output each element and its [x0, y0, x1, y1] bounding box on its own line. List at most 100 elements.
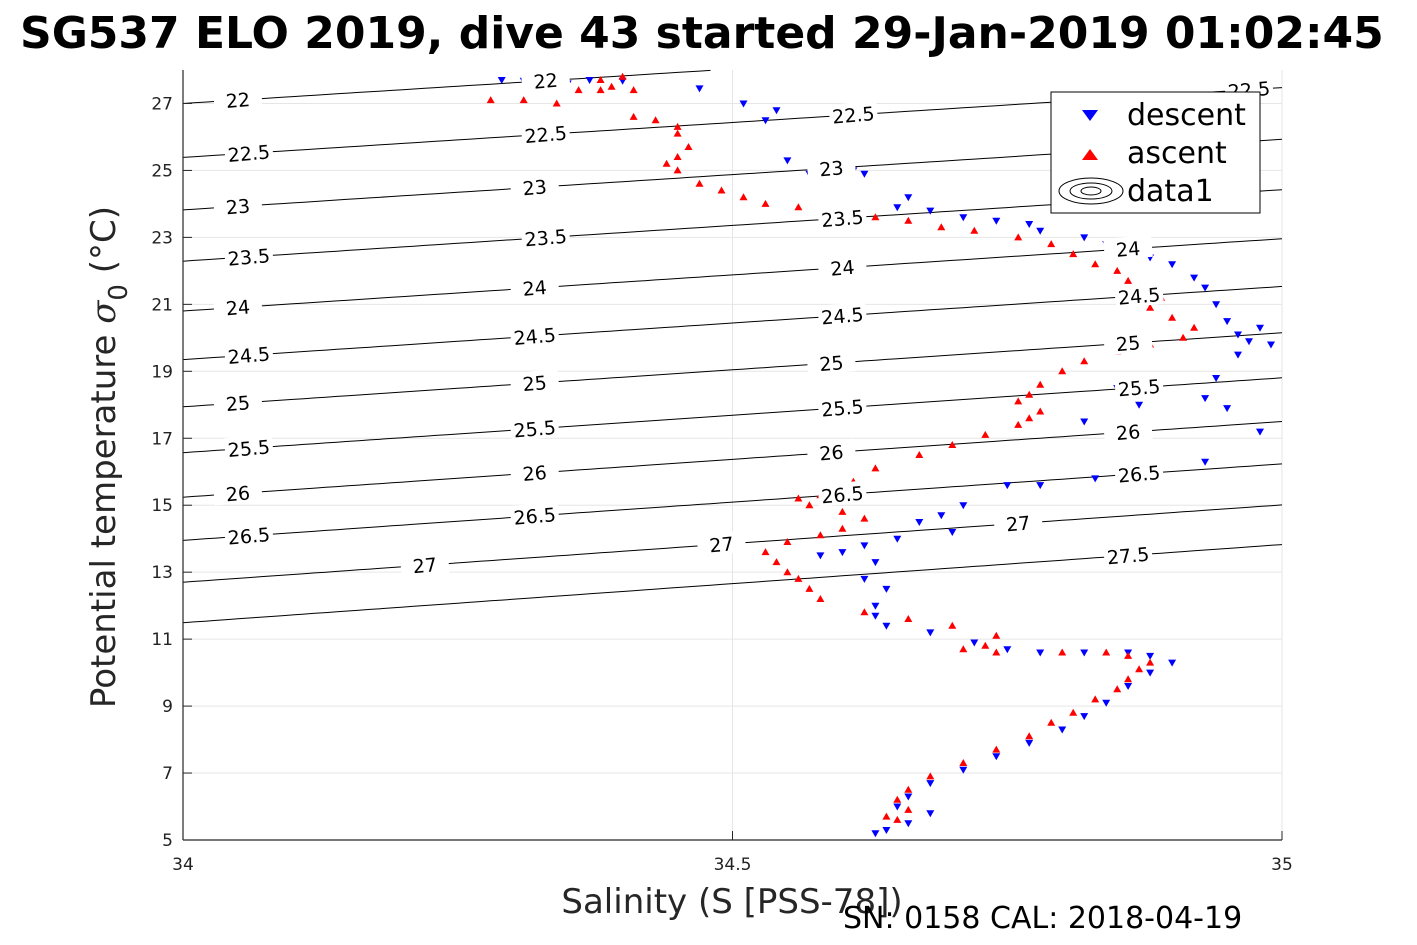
- descent-point: [871, 559, 880, 567]
- descent-point: [1135, 401, 1144, 409]
- descent-point: [816, 552, 825, 560]
- ascent-point: [981, 641, 990, 649]
- footer-serial-calibration: SN: 0158 CAL: 2018-04-19: [843, 901, 1242, 936]
- contour-label-text: 25: [522, 372, 548, 396]
- ascent-point: [684, 143, 693, 150]
- ascent-point: [904, 785, 913, 793]
- descent-point: [1003, 646, 1012, 654]
- contour-label: 22.5: [223, 139, 274, 167]
- contour-label-text: 26: [225, 482, 251, 506]
- ascent-point: [904, 615, 913, 622]
- descent-point: [1223, 318, 1232, 326]
- y-tick-label: 7: [162, 764, 173, 784]
- ascent-point: [816, 595, 825, 602]
- descent-point: [1201, 395, 1210, 403]
- ascent-point: [904, 805, 913, 813]
- contour-label: 24: [509, 273, 560, 301]
- contour-label-text: 22.5: [524, 122, 568, 148]
- descent-point: [926, 207, 935, 215]
- contour-label-text: 24: [829, 257, 855, 281]
- ascent-point: [1102, 648, 1111, 656]
- x-tick-labels: 34 34.5 35: [172, 855, 1293, 875]
- ascent-point: [1036, 380, 1045, 388]
- ascent-point: [1091, 260, 1100, 268]
- ascent-point: [717, 186, 726, 194]
- contour-label: 27: [696, 530, 747, 557]
- descent-point: [695, 85, 704, 93]
- descent-point: [992, 217, 1001, 225]
- ascent-point: [838, 507, 847, 515]
- contour-label-text: 25.5: [227, 436, 271, 462]
- descent-point: [1036, 649, 1045, 657]
- legend-data1-contour-icon: [1058, 177, 1124, 205]
- descent-point: [871, 612, 880, 620]
- legend-ascent-label: ascent: [1127, 136, 1227, 171]
- descent-point: [1256, 428, 1264, 436]
- ascent-point: [794, 203, 803, 211]
- isopycnal-line-25-5: [182, 377, 1283, 454]
- ascent-point: [1069, 250, 1078, 258]
- contour-label: 26.5: [817, 480, 868, 508]
- descent-point: [926, 810, 935, 818]
- ascent-point: [926, 772, 935, 780]
- descent-point: [959, 214, 968, 222]
- contour-label-text: 27: [709, 533, 735, 557]
- ascent-point: [805, 501, 814, 509]
- descent-point: [860, 575, 869, 583]
- contour-label-text: 24: [522, 277, 548, 301]
- descent-point: [1003, 482, 1012, 490]
- contour-label: 27: [993, 509, 1043, 536]
- descent-point: [1091, 475, 1100, 483]
- contour-label: 26: [806, 438, 857, 466]
- x-tick-label: 34.5: [714, 855, 752, 875]
- descent-point: [871, 830, 880, 838]
- ascent-point: [739, 193, 748, 201]
- contour-label-text: 22.5: [831, 103, 875, 129]
- ascent-point: [629, 112, 638, 120]
- ascent-point: [1124, 675, 1133, 683]
- y-tick-labels: 5 7 9 11 13 15 17 19 21 23 25 27: [151, 94, 173, 851]
- contour-label-text: 23: [522, 176, 548, 200]
- contour-label-text: 24: [225, 296, 251, 320]
- ascent-point: [607, 82, 616, 90]
- descent-point: [893, 204, 902, 212]
- descent-point: [1080, 713, 1089, 721]
- contour-label: 23: [806, 154, 857, 181]
- descent-point: [992, 753, 1001, 761]
- descent-point: [1212, 301, 1221, 309]
- contour-label-text: 23: [818, 157, 844, 181]
- ascent-point: [860, 608, 869, 616]
- ascent-point: [816, 531, 825, 539]
- contour-label-text: 26: [818, 441, 844, 465]
- descent-point: [1025, 739, 1034, 747]
- ascent-point: [618, 72, 627, 80]
- descent-point: [904, 194, 913, 202]
- y-tick-label: 21: [151, 295, 173, 315]
- contour-label-text: 24.5: [513, 324, 557, 350]
- contour-label: 25: [212, 389, 263, 416]
- ascent-point: [651, 116, 660, 124]
- ascent-point: [915, 451, 924, 458]
- isopycnal-line-24-5: [182, 285, 1283, 361]
- descent-point: [959, 502, 968, 510]
- ascent-point: [673, 122, 682, 130]
- y-tick-label: 17: [151, 429, 173, 449]
- descent-point: [1212, 375, 1221, 382]
- ascent-point: [1047, 718, 1056, 726]
- contour-label: 24.5: [1114, 281, 1164, 310]
- descent-point: [882, 585, 891, 593]
- contour-label-text: 24.5: [227, 343, 271, 369]
- axes-frame: [182, 70, 1283, 841]
- legend-descent-marker: [1082, 110, 1098, 121]
- ascent-point: [1014, 397, 1023, 405]
- ascent-point: [673, 153, 682, 160]
- descent-point: [1245, 338, 1253, 346]
- contour-label-text: 23.5: [524, 226, 568, 252]
- contour-label-text: 26.5: [227, 524, 271, 550]
- descent-point: [1256, 324, 1264, 332]
- contour-labels: 222222.522.522.522.523232323.523.523.524…: [212, 66, 1274, 578]
- ascent-point: [596, 86, 605, 94]
- legend: descent ascent data1: [1050, 91, 1261, 214]
- descent-point: [1124, 683, 1133, 690]
- ascent-point: [486, 96, 495, 104]
